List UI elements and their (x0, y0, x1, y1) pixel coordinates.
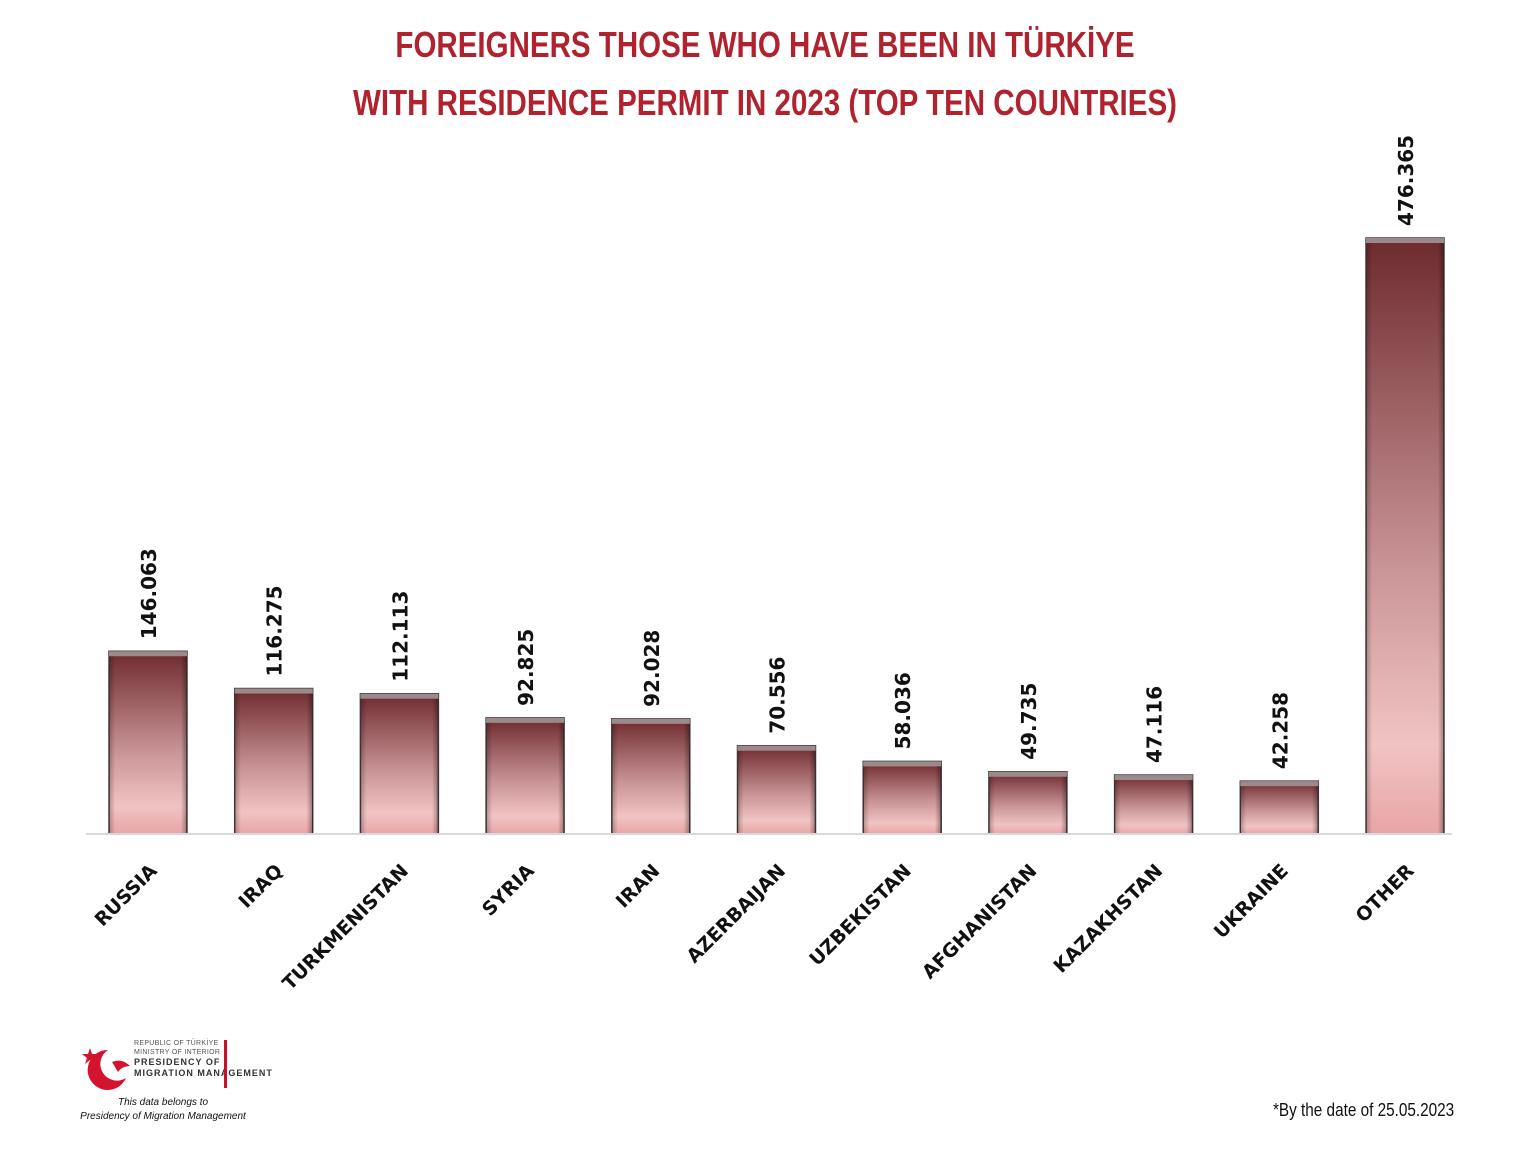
bar-shading (863, 761, 942, 834)
bar-top-bevel (109, 651, 187, 657)
category-label: IRAN (612, 860, 665, 913)
bar-shading (1240, 781, 1319, 834)
logo-divider (224, 1040, 227, 1088)
value-label: 92.028 (640, 630, 664, 707)
category-label: KAZAKHSTAN (1050, 860, 1168, 978)
value-label: 146.063 (137, 548, 161, 639)
category-label: AFGHANISTAN (918, 860, 1041, 983)
source-note-line-2: Presidency of Migration Management (80, 1110, 246, 1122)
presidency-logo: REPUBLIC OF TÜRKİYE MINISTRY OF INTERIOR… (78, 1040, 272, 1130)
logo-line-4: MIGRATION MANAGEMENT (134, 1068, 273, 1078)
bar-russia (108, 650, 188, 835)
bar-top-bevel (611, 718, 690, 724)
bar-shading (1366, 238, 1444, 834)
source-note: This data belongs to Presidency of Migra… (78, 1096, 248, 1123)
bar-shading (109, 651, 187, 834)
category-label: IRAQ (235, 860, 288, 913)
bar-shading (234, 688, 313, 834)
bar-top-bevel (1114, 775, 1193, 781)
bar-uzbekistan (862, 760, 942, 835)
bar-other (1365, 237, 1445, 835)
logo-line-3: PRESIDENCY OF (134, 1057, 221, 1067)
bar-turkmenistan (359, 692, 440, 835)
bar-syria (485, 717, 565, 835)
bar-azerbaijan (736, 744, 817, 835)
bar-iran (611, 718, 691, 835)
logo-text: REPUBLIC OF TÜRKİYE MINISTRY OF INTERIOR… (134, 1040, 273, 1080)
bar-shading (486, 717, 565, 834)
value-label: 42.258 (1268, 692, 1292, 769)
bar-shading (988, 771, 1067, 834)
category-label: RUSSIA (91, 860, 162, 931)
bar-top-bevel (863, 761, 942, 767)
category-label: AZERBAIJAN (683, 860, 791, 968)
category-label: OTHER (1352, 860, 1419, 927)
value-label: 47.116 (1143, 686, 1167, 763)
bars-layer (108, 237, 1445, 835)
category-label: TURKMENISTAN (278, 860, 413, 995)
bar-kazakhstan (1113, 774, 1194, 835)
bar-afghanistan (988, 771, 1068, 835)
bar-top-bevel (737, 745, 816, 751)
bar-shading (360, 693, 439, 834)
value-label: 476.365 (1394, 135, 1418, 226)
bar-shading (737, 745, 816, 834)
value-label: 112.113 (388, 591, 412, 682)
date-footnote: *By the date of 25.05.2023 (1272, 1100, 1454, 1120)
logo-line-2: MINISTRY OF INTERIOR (134, 1049, 221, 1056)
crescent-star-emblem-icon (82, 1048, 130, 1090)
bar-top-bevel (234, 688, 313, 694)
value-label: 70.556 (766, 657, 790, 734)
value-label: 92.825 (514, 629, 538, 706)
category-label: UKRAINE (1210, 860, 1293, 943)
chart-title-line-2: WITH RESIDENCE PERMIT IN 2023 (TOP TEN C… (353, 82, 1177, 123)
category-label: UZBEKISTAN (805, 860, 915, 970)
bar-iraq (233, 687, 314, 835)
bar-ukraine (1239, 780, 1320, 835)
bar-top-bevel (988, 771, 1067, 777)
bar-top-bevel (1240, 781, 1319, 787)
labels-layer: 146.063 RUSSIA 116.275 IRAQ 112.113 TURKMENIS… (91, 135, 1419, 995)
logo-line-1: REPUBLIC OF TÜRKİYE (134, 1040, 219, 1047)
source-note-line-1: This data belongs to (117, 1097, 209, 1108)
value-label: 116.275 (263, 585, 287, 676)
bar-top-bevel (1366, 238, 1444, 243)
bar-shading (1114, 775, 1193, 834)
bar-shading (611, 718, 690, 834)
value-label: 49.735 (1017, 683, 1041, 760)
value-label: 58.036 (891, 672, 915, 749)
bar-top-bevel (486, 717, 565, 723)
bar-top-bevel (360, 693, 439, 699)
category-label: SYRIA (478, 860, 539, 921)
chart-title-line-1: FOREIGNERS THOSE WHO HAVE BEEN IN TÜRKİY… (395, 24, 1135, 65)
